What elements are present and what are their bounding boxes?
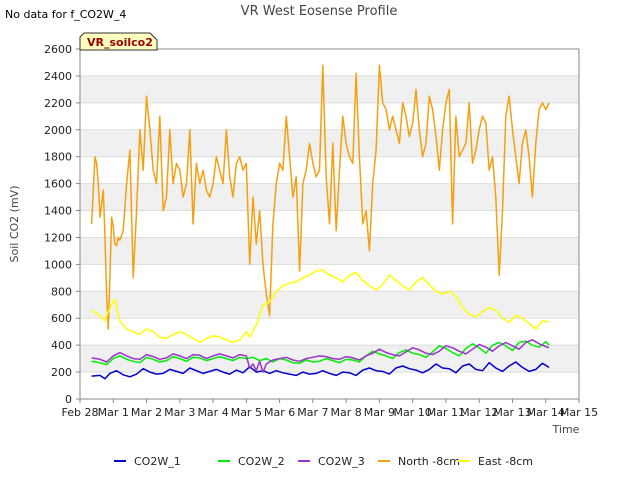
- y-tick-label: 1400: [44, 205, 72, 218]
- legend-label: CO2W_1: [134, 455, 181, 468]
- plot-band: [80, 291, 579, 319]
- series-line-co2w-3: [91, 339, 550, 373]
- site-badge: VR_soilco2: [79, 32, 158, 51]
- x-tick-label: Mar 7: [297, 406, 328, 419]
- x-tick-label: Feb 28: [62, 406, 99, 419]
- site-badge-label: VR_soilco2: [87, 36, 153, 49]
- chart-title: VR West Eosense Profile: [241, 4, 398, 19]
- x-tick-label: Mar 15: [560, 406, 598, 419]
- x-tick-label: Mar 13: [493, 406, 531, 419]
- legend-label: East -8cm: [478, 455, 533, 468]
- legend: CO2W_1 CO2W_2 CO2W_3 North -8cm East -8cm: [114, 455, 533, 468]
- legend-label: CO2W_2: [238, 455, 285, 468]
- plot-band: [80, 75, 579, 103]
- y-tick-label: 2400: [44, 70, 72, 83]
- series-line-east-8cm: [91, 269, 550, 344]
- y-axis-ticks: 0 200 400 600 800 1000 1200 1400 1600 1800 2000 220…: [44, 43, 80, 406]
- x-tick-label: Mar 8: [331, 406, 362, 419]
- no-data-note: No data for f_CO2W_4: [5, 8, 126, 21]
- plot-band: [80, 129, 579, 157]
- x-tick-label: Mar 9: [364, 406, 395, 419]
- legend-label: North -8cm: [398, 455, 460, 468]
- plot-background: [80, 75, 579, 373]
- y-tick-label: 0: [65, 393, 72, 406]
- x-tick-label: Mar 6: [264, 406, 295, 419]
- x-axis-ticks: Feb 28 Mar 1 Mar 2 Mar 3 Mar 4 Mar 5 Mar 6 Mar …: [62, 399, 598, 419]
- y-tick-label: 1600: [44, 178, 72, 191]
- series-line-co2w-2: [91, 340, 550, 366]
- x-axis-label: Time: [552, 423, 580, 436]
- x-tick-label: Mar 10: [394, 406, 432, 419]
- y-tick-label: 600: [51, 312, 72, 325]
- x-tick-label: Mar 11: [427, 406, 465, 419]
- y-tick-label: 200: [51, 366, 72, 379]
- site-badge-box: [79, 32, 158, 51]
- plot-band: [80, 237, 579, 265]
- x-tick-label: Mar 3: [164, 406, 195, 419]
- x-tick-label: Mar 12: [460, 406, 498, 419]
- x-tick-label: Mar 1: [98, 406, 129, 419]
- y-tick-label: 2600: [44, 43, 72, 56]
- series-line-co2w-1: [91, 361, 550, 380]
- y-axis-label: Soil CO2 (mV): [8, 186, 21, 263]
- plot-band: [80, 345, 579, 373]
- y-tick-label: 2200: [44, 97, 72, 110]
- series-line-north-8cm: [90, 64, 550, 330]
- y-tick-label: 2000: [44, 124, 72, 137]
- y-tick-label: 1800: [44, 151, 72, 164]
- y-tick-label: 1000: [44, 258, 72, 271]
- x-tick-label: Mar 4: [197, 406, 228, 419]
- x-tick-label: Mar 2: [131, 406, 162, 419]
- y-tick-label: 1200: [44, 231, 72, 244]
- x-tick-label: Mar 14: [527, 406, 565, 419]
- y-tick-label: 400: [51, 339, 72, 352]
- x-tick-label: Mar 5: [231, 406, 262, 419]
- series-layer: [90, 64, 550, 380]
- y-tick-label: 800: [51, 285, 72, 298]
- plot-frame: [79, 48, 580, 400]
- legend-label: CO2W_3: [318, 455, 365, 468]
